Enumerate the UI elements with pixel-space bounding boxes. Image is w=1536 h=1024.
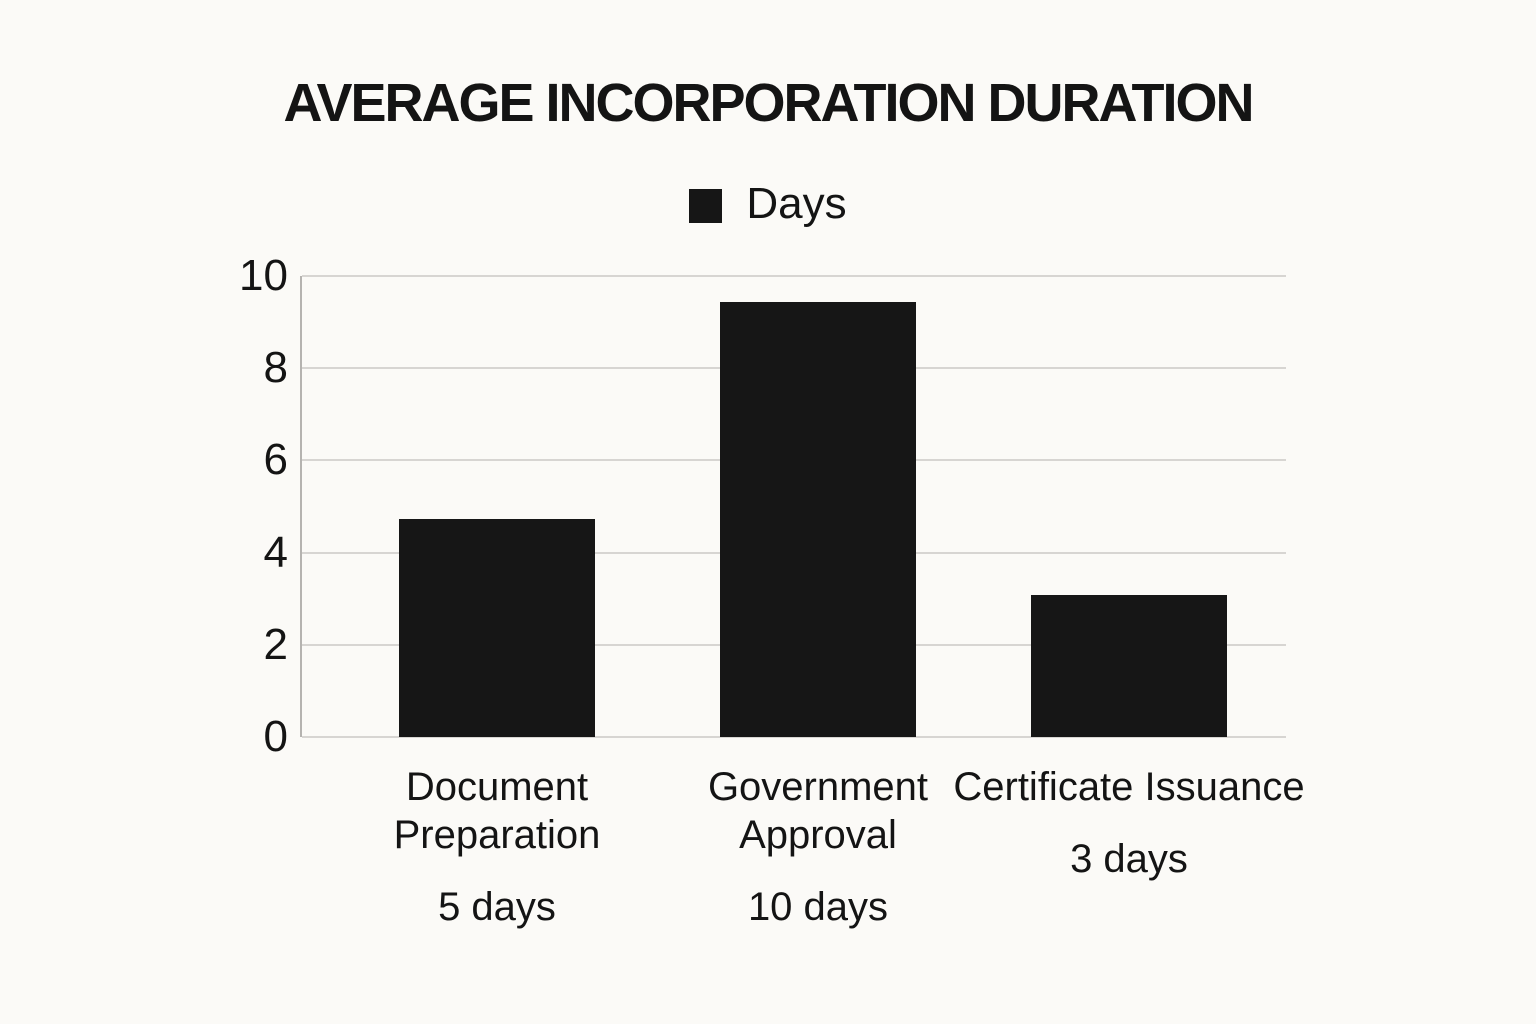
y-tick-label-0: 0 <box>263 712 288 761</box>
x-category-label-3: Certificate Issuance <box>953 765 1305 809</box>
legend: Days <box>0 182 1536 230</box>
bar-1 <box>399 518 595 737</box>
bar-3 <box>1031 595 1227 737</box>
y-tick-label-6: 6 <box>263 435 288 485</box>
y-axis-line <box>300 276 302 737</box>
x-category-label-1: Document Preparation <box>393 765 601 857</box>
x-value-label-1: 5 days <box>438 885 556 929</box>
x-value-label-3: 3 days <box>1070 837 1188 881</box>
gridline-y-0 <box>302 736 1286 738</box>
y-tick-label-4: 4 <box>263 527 288 577</box>
legend-label: Days <box>746 179 847 228</box>
bar-2 <box>720 301 916 737</box>
legend-swatch-icon <box>689 189 723 223</box>
y-axis-labels: 0 2 4 6 8 10 <box>0 254 288 759</box>
chart-title: AVERAGE INCORPORATION DURATION <box>283 73 1254 133</box>
plot-area <box>300 275 1286 738</box>
x-value-label-2: 10 days <box>747 885 889 929</box>
y-tick-label-2: 2 <box>263 619 288 669</box>
y-tick-label-8: 8 <box>263 343 288 393</box>
gridline-y-10 <box>302 275 1286 277</box>
x-category-label-2: Government Approval <box>707 765 929 857</box>
x-label-block-3: Certificate Issuance 3 days <box>949 763 1309 883</box>
y-tick-label-10: 10 <box>239 251 288 300</box>
x-label-block-1: Document Preparation 5 days <box>317 763 677 931</box>
x-label-block-2: Government Approval 10 days <box>638 763 998 931</box>
